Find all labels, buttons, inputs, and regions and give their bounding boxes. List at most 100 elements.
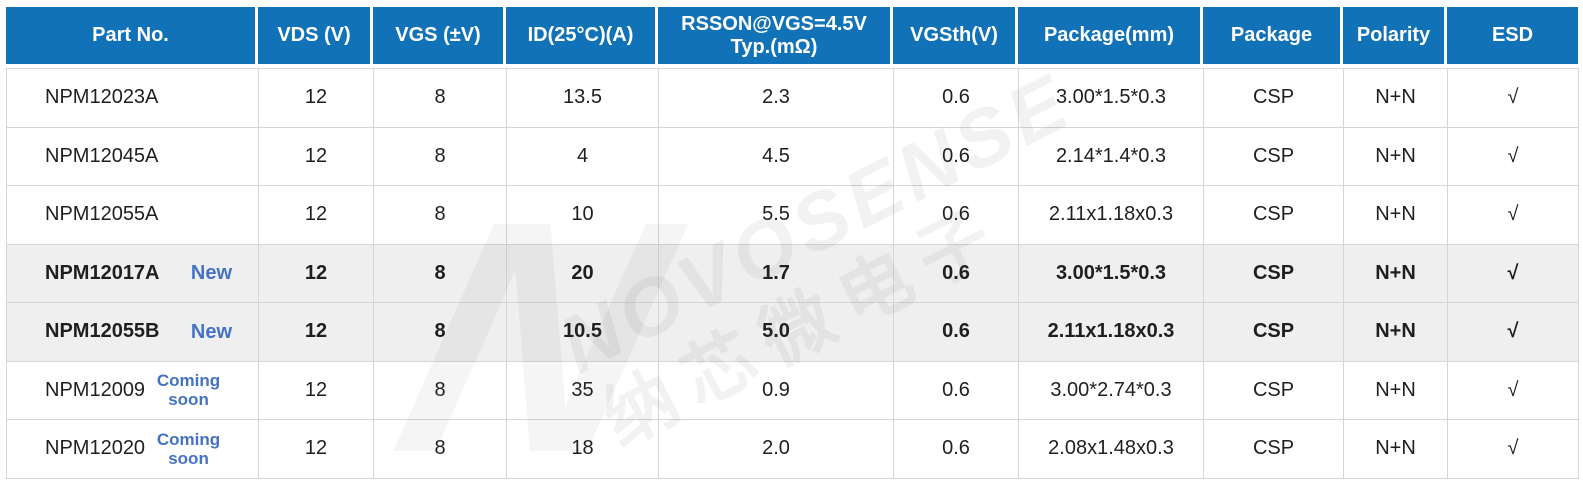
vgsth-cell: 0.6 — [894, 420, 1019, 479]
part-number-cell: NPM12055B New — [7, 303, 259, 362]
vgsth-cell: 0.6 — [894, 303, 1019, 362]
vgs-cell: 8 — [374, 420, 507, 479]
vgs-cell: 8 — [374, 186, 507, 245]
rsson-cell: 0.9 — [659, 361, 894, 420]
esd-check-cell: √ — [1448, 69, 1579, 128]
part-number-cell: NPM12055A — [7, 186, 259, 245]
part-number: NPM12055B — [45, 320, 160, 343]
vgsth-cell: 0.6 — [894, 127, 1019, 186]
vgs-cell: 8 — [374, 244, 507, 303]
package-mm-cell: 3.00*1.5*0.3 — [1019, 244, 1204, 303]
vgs-cell: 8 — [374, 361, 507, 420]
package-cell: CSP — [1204, 186, 1344, 245]
status-badge: New — [190, 262, 232, 285]
column-header-package: Package — [1203, 7, 1343, 64]
part-number: NPM12020 — [45, 437, 146, 460]
polarity-cell: N+N — [1344, 361, 1448, 420]
column-header-polarity: Polarity — [1343, 7, 1447, 64]
column-header-label: Polarity — [1356, 24, 1431, 46]
rsson-cell: 5.5 — [659, 186, 894, 245]
polarity-cell: N+N — [1344, 303, 1448, 362]
package-cell: CSP — [1204, 69, 1344, 128]
package-mm-cell: 2.11x1.18x0.3 — [1019, 186, 1204, 245]
column-header-label: RSSON@VGS=4.5V — [681, 12, 867, 35]
vds-cell: 12 — [259, 127, 374, 186]
column-header-label: VGS (±V) — [395, 24, 481, 46]
package-mm-cell: 2.08x1.48x0.3 — [1019, 420, 1204, 479]
id-cell: 35 — [507, 361, 659, 420]
part-number: NPM12017A — [45, 261, 160, 284]
id-cell: 18 — [507, 420, 659, 479]
polarity-cell: N+N — [1344, 127, 1448, 186]
table-body: NPM12023A 12 8 13.5 2.3 0.6 3.00*1.5*0.3… — [6, 68, 1579, 479]
polarity-cell: N+N — [1344, 186, 1448, 245]
id-cell: 10 — [507, 186, 659, 245]
esd-check-cell: √ — [1448, 244, 1579, 303]
product-table: Part No. VDS (V) VGS (±V) ID(25°C)(A) RS… — [6, 7, 1579, 479]
id-cell: 4 — [507, 127, 659, 186]
rsson-cell: 2.3 — [659, 69, 894, 128]
column-header-label: Package — [1230, 24, 1313, 46]
vgs-cell: 8 — [374, 303, 507, 362]
vds-cell: 12 — [259, 303, 374, 362]
package-cell: CSP — [1204, 303, 1344, 362]
part-number-cell: NPM12017A New — [7, 244, 259, 303]
package-cell: CSP — [1204, 361, 1344, 420]
table-header-row: Part No. VDS (V) VGS (±V) ID(25°C)(A) RS… — [6, 7, 1579, 64]
status-badge: Coming soon — [156, 429, 221, 468]
vds-cell: 12 — [259, 420, 374, 479]
vds-cell: 12 — [259, 69, 374, 128]
vgs-cell: 8 — [374, 127, 507, 186]
column-header-label: VDS (V) — [277, 24, 351, 46]
column-header-label: Part No. — [92, 24, 169, 46]
esd-check-cell: √ — [1448, 127, 1579, 186]
vds-cell: 12 — [259, 244, 374, 303]
esd-check-cell: √ — [1448, 361, 1579, 420]
column-header-vgs: VGS (±V) — [373, 7, 506, 64]
part-number-cell: NPM12020 Coming soon — [7, 420, 259, 479]
rsson-cell: 2.0 — [659, 420, 894, 479]
column-header-esd: ESD — [1447, 7, 1578, 64]
column-header-vds: VDS (V) — [258, 7, 373, 64]
vgsth-cell: 0.6 — [894, 361, 1019, 420]
part-number-cell: NPM12009 Coming soon — [7, 361, 259, 420]
part-number-cell: NPM12023A — [7, 69, 259, 128]
column-header-rsson: RSSON@VGS=4.5V Typ.(mΩ) — [658, 7, 893, 64]
column-header-label: VGSth(V) — [910, 24, 998, 46]
package-cell: CSP — [1204, 127, 1344, 186]
esd-check-cell: √ — [1448, 186, 1579, 245]
column-header-label: ID(25°C)(A) — [527, 24, 634, 46]
id-cell: 10.5 — [507, 303, 659, 362]
status-badge: Coming soon — [156, 371, 221, 410]
column-header-label-line2: Typ.(mΩ) — [730, 35, 818, 58]
column-header-label: ESD — [1491, 24, 1534, 46]
esd-check-cell: √ — [1448, 303, 1579, 362]
polarity-cell: N+N — [1344, 69, 1448, 128]
id-cell: 20 — [507, 244, 659, 303]
part-number-cell: NPM12045A — [7, 127, 259, 186]
id-cell: 13.5 — [507, 69, 659, 128]
rsson-cell: 5.0 — [659, 303, 894, 362]
status-badge: New — [190, 320, 232, 343]
column-header-vgsth: VGSth(V) — [893, 7, 1018, 64]
vds-cell: 12 — [259, 361, 374, 420]
rsson-cell: 4.5 — [659, 127, 894, 186]
part-number: NPM12009 — [45, 378, 146, 401]
polarity-cell: N+N — [1344, 244, 1448, 303]
package-mm-cell: 2.14*1.4*0.3 — [1019, 127, 1204, 186]
package-mm-cell: 2.11x1.18x0.3 — [1019, 303, 1204, 362]
part-number: NPM12023A — [45, 86, 159, 109]
column-header-label: Package(mm) — [1043, 24, 1175, 46]
polarity-cell: N+N — [1344, 420, 1448, 479]
esd-check-cell: √ — [1448, 420, 1579, 479]
column-header-id: ID(25°C)(A) — [506, 7, 658, 64]
package-mm-cell: 3.00*2.74*0.3 — [1019, 361, 1204, 420]
package-cell: CSP — [1204, 420, 1344, 479]
vgsth-cell: 0.6 — [894, 244, 1019, 303]
rsson-cell: 1.7 — [659, 244, 894, 303]
package-mm-cell: 3.00*1.5*0.3 — [1019, 69, 1204, 128]
vds-cell: 12 — [259, 186, 374, 245]
column-header-package-mm: Package(mm) — [1018, 7, 1203, 64]
vgs-cell: 8 — [374, 69, 507, 128]
